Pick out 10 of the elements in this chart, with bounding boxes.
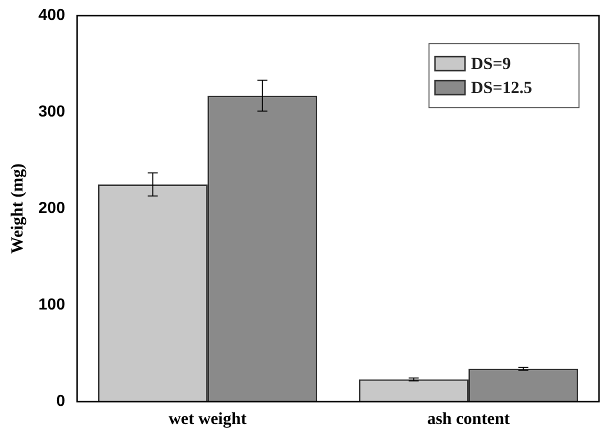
legend-label: DS=9 xyxy=(471,54,511,73)
x-tick-label: wet weight xyxy=(168,409,247,428)
y-tick-label: 0 xyxy=(56,393,66,410)
legend-label: DS=12.5 xyxy=(471,78,532,97)
y-tick-label: 400 xyxy=(38,7,66,24)
y-axis-title: Weight (mg) xyxy=(8,164,27,254)
x-tick-label: ash content xyxy=(427,409,510,428)
y-tick-label: 200 xyxy=(38,200,66,218)
y-tick-label: 300 xyxy=(38,104,66,121)
y-tick-label: 100 xyxy=(38,296,66,314)
